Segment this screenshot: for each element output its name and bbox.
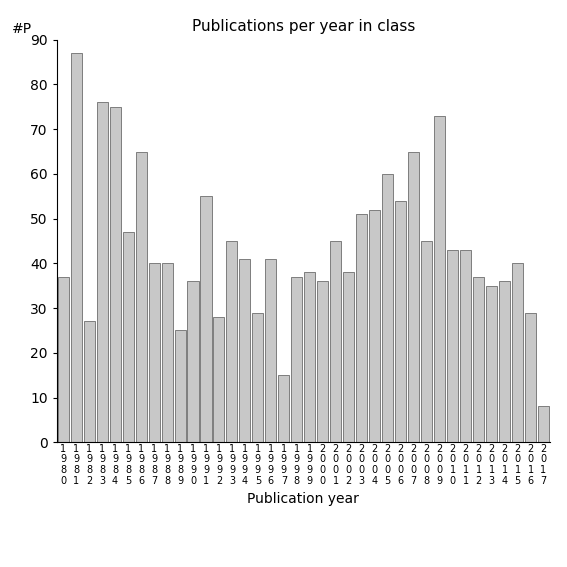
Bar bbox=[304, 272, 315, 442]
X-axis label: Publication year: Publication year bbox=[247, 492, 359, 506]
Bar bbox=[96, 102, 108, 442]
Bar bbox=[162, 263, 172, 442]
Bar bbox=[201, 196, 211, 442]
Bar bbox=[473, 277, 484, 442]
Bar bbox=[213, 317, 225, 442]
Bar bbox=[58, 277, 69, 442]
Bar bbox=[239, 259, 251, 442]
Bar bbox=[538, 407, 549, 442]
Bar bbox=[434, 116, 445, 442]
Bar bbox=[512, 263, 523, 442]
Bar bbox=[291, 277, 302, 442]
Bar bbox=[265, 259, 276, 442]
Bar bbox=[408, 151, 419, 442]
Bar bbox=[343, 272, 354, 442]
Bar bbox=[356, 214, 367, 442]
Bar bbox=[71, 53, 82, 442]
Bar bbox=[175, 331, 185, 442]
Bar bbox=[84, 321, 95, 442]
Bar bbox=[382, 174, 393, 442]
Bar bbox=[395, 201, 406, 442]
Text: #P: #P bbox=[12, 22, 32, 36]
Bar bbox=[136, 151, 147, 442]
Bar bbox=[421, 241, 432, 442]
Bar bbox=[460, 250, 471, 442]
Bar bbox=[188, 281, 198, 442]
Bar bbox=[252, 312, 264, 442]
Bar bbox=[122, 232, 134, 442]
Bar bbox=[447, 250, 458, 442]
Bar bbox=[226, 241, 238, 442]
Bar bbox=[318, 281, 328, 442]
Bar bbox=[149, 263, 159, 442]
Bar bbox=[486, 286, 497, 442]
Bar bbox=[525, 312, 536, 442]
Bar bbox=[109, 107, 121, 442]
Bar bbox=[499, 281, 510, 442]
Bar bbox=[369, 210, 380, 442]
Bar bbox=[331, 241, 341, 442]
Title: Publications per year in class: Publications per year in class bbox=[192, 19, 415, 35]
Bar bbox=[278, 375, 289, 442]
